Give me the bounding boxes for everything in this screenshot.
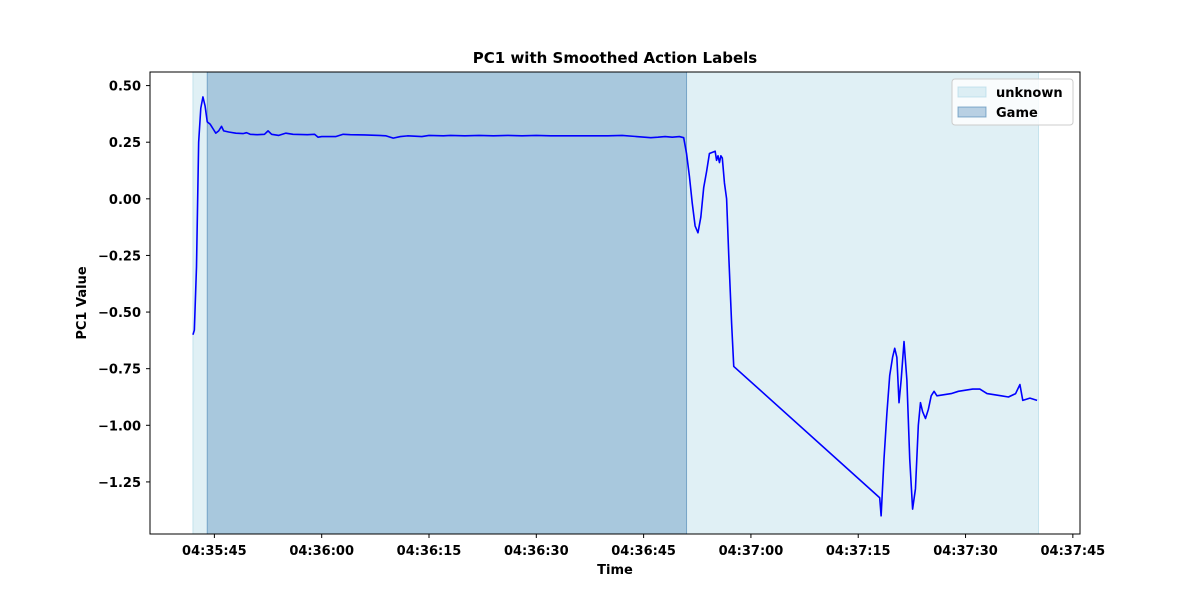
x-tick-label: 04:36:45 — [611, 544, 676, 559]
y-tick-label: 0.25 — [109, 136, 141, 151]
action-label-regions — [192, 71, 1040, 535]
pc1-series-line — [192, 96, 1038, 517]
legend-swatch-unknown — [957, 86, 987, 98]
y-tick-label: −0.50 — [98, 306, 141, 321]
y-tick-label: −1.25 — [98, 476, 141, 491]
y-tick-label: −0.75 — [98, 363, 141, 378]
y-tick-label: 0.00 — [109, 193, 141, 208]
chart-title: PC1 with Smoothed Action Labels — [473, 49, 758, 67]
region-unknown — [192, 71, 1040, 535]
x-tick-label: 04:37:30 — [933, 544, 998, 559]
y-tick-label: −1.00 — [98, 419, 141, 434]
legend-box — [951, 78, 1074, 126]
x-tick-label: 04:36:15 — [397, 544, 462, 559]
region-game — [206, 71, 688, 535]
x-tick-label: 04:36:00 — [289, 544, 354, 559]
y-tick-label: −0.25 — [98, 249, 141, 264]
y-axis-label: PC1 Value — [75, 266, 90, 339]
x-tick-label: 04:37:00 — [719, 544, 784, 559]
legend-label-game: Game — [996, 106, 1038, 121]
series-layer — [192, 96, 1038, 517]
x-axis-ticks: 04:35:45 04:36:00 04:36:15 04:36:30 04:36:45… — [182, 534, 1105, 559]
x-tick-label: 04:35:45 — [182, 544, 247, 559]
x-axis-label: Time — [597, 563, 633, 578]
y-tick-label: 0.50 — [109, 80, 141, 95]
x-tick-label: 04:37:15 — [826, 544, 891, 559]
y-axis-ticks: 0.50 0.25 0.00 −0.25 −0.50 −0.75 −1.00 −1.25 — [98, 80, 150, 491]
x-tick-label: 04:36:30 — [504, 544, 569, 559]
x-tick-label: 04:37:45 — [1041, 544, 1106, 559]
legend-label-unknown: unknown — [996, 86, 1063, 101]
plot-frame — [149, 71, 1081, 535]
legend: unknown Game — [951, 78, 1074, 126]
legend-swatch-game — [957, 106, 987, 118]
